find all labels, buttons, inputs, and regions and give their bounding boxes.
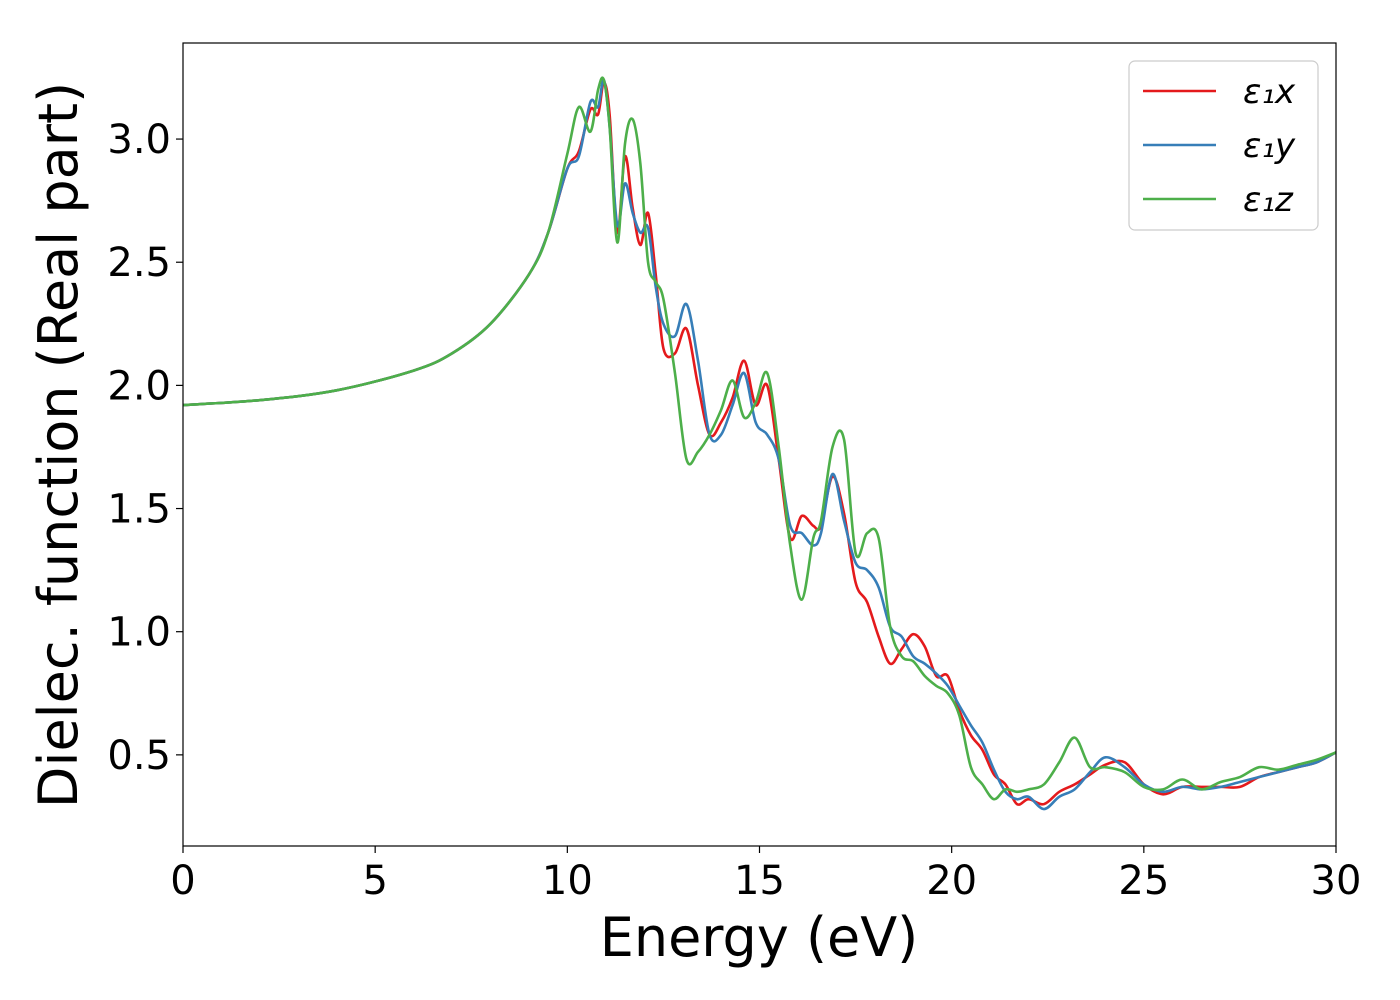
- y-tick-label: 1.5: [107, 487, 171, 533]
- y-tick-label: 2.0: [107, 363, 171, 409]
- x-tick-label: 10: [542, 858, 593, 904]
- x-tick-label: 15: [734, 858, 785, 904]
- x-tick-label: 30: [1311, 858, 1362, 904]
- x-tick-label: 5: [362, 858, 387, 904]
- y-tick-label: 3.0: [107, 117, 171, 163]
- y-axis-label: Dielec. function (Real part): [27, 82, 90, 808]
- x-tick-label: 25: [1118, 858, 1169, 904]
- series-line-2: [182, 78, 1337, 811]
- y-axis-ticks: 0.5 1.0 1.5 2.0 2.5 3.0: [107, 117, 183, 779]
- x-tick-label: 0: [170, 858, 195, 904]
- legend-label-3: ε₁z: [1243, 180, 1294, 220]
- y-tick-label: 1.0: [107, 610, 171, 656]
- legend-box: [1128, 60, 1319, 231]
- legend-label-1: ε₁x: [1243, 72, 1296, 112]
- y-tick-label: 2.5: [107, 240, 171, 286]
- legend: ε₁x ε₁y ε₁z: [1128, 60, 1319, 231]
- y-tick-label: 0.5: [107, 733, 171, 779]
- series-line-3: [182, 76, 1337, 801]
- x-axis-label: Energy (eV): [600, 906, 919, 969]
- x-tick-label: 20: [926, 858, 977, 904]
- series-layer: [182, 76, 1337, 811]
- x-axis-ticks: 0 5 10 15 20 25 30: [170, 846, 1361, 904]
- legend-label-2: ε₁y: [1243, 126, 1296, 166]
